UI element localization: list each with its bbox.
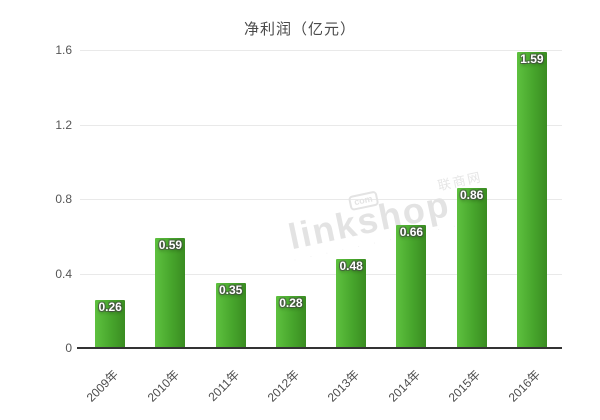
- gridline-y-0.4: [80, 273, 562, 275]
- plot-area: 0 0.4 0.8 1.2 1.6 com 联商网 linkshop · · · · ·…: [55, 43, 562, 405]
- bar-value-label-2009年: 0.26: [98, 299, 122, 314]
- y-axis-label-1.6: 1.6: [55, 43, 72, 57]
- bar-slot-2014年: 0.66 2014年: [381, 50, 441, 405]
- bar-2014年: 0.66: [396, 225, 427, 348]
- bar-value-label-2014年: 0.66: [399, 225, 424, 240]
- bar-2015年: 0.86: [456, 187, 487, 348]
- bar-slot-2010年: 0.59 2010年: [140, 50, 200, 405]
- bar-slot-2013年: 0.48 2013年: [321, 50, 381, 405]
- x-axis-label-2011年: 2011年: [205, 367, 242, 404]
- bar-value-label-2015年: 0.86: [459, 187, 484, 202]
- x-axis-label-2012年: 2012年: [264, 367, 303, 405]
- x-axis-label-2014年: 2014年: [385, 367, 423, 405]
- bar-value-label-2011年: 0.35: [218, 282, 243, 297]
- bar-slot-2012年: 0.28 2012年: [261, 50, 321, 405]
- x-axis-line: [77, 347, 562, 349]
- gridline-y-0.8: [80, 199, 562, 200]
- y-axis-label-0.8: 0.8: [55, 192, 72, 206]
- x-axis-label-2015年: 2015年: [445, 367, 483, 405]
- bar-2010年: 0.59: [155, 238, 186, 348]
- bar-value-label-2012年: 0.28: [279, 295, 303, 310]
- x-axis-label-2010年: 2010年: [144, 367, 182, 405]
- y-axis-label-0.4: 0.4: [55, 266, 72, 281]
- bar-2009年: 0.26: [95, 299, 126, 348]
- gridline-y-1.6: [80, 50, 562, 51]
- bar-slot-2016年: 1.59 2016年: [502, 50, 562, 405]
- y-axis-label-0: 0: [65, 341, 72, 355]
- x-axis-label-2016年: 2016年: [505, 367, 544, 405]
- bar-value-label-2013年: 0.48: [339, 258, 363, 273]
- x-axis-label-2009年: 2009年: [84, 367, 122, 405]
- chart-title: 净利润（亿元）: [243, 21, 356, 38]
- bar-slot-2009年: 0.26 2009年: [80, 50, 140, 405]
- bar-value-label-2010年: 0.59: [158, 238, 183, 253]
- bar-value-label-2016年: 1.59: [520, 51, 544, 66]
- gridline-y-1.2: [80, 124, 562, 126]
- bar-slot-2011年: 0.35 2011年: [201, 50, 261, 404]
- x-axis-label-2013年: 2013年: [325, 367, 363, 405]
- bar-slot-2015年: 0.86 2015年: [442, 50, 502, 405]
- bar-2013年: 0.48: [336, 258, 367, 348]
- bar-2016年: 1.59: [516, 51, 547, 348]
- bar-2011年: 0.35: [215, 282, 246, 348]
- y-axis-label-1.2: 1.2: [55, 117, 72, 132]
- bar-2012年: 0.28: [275, 295, 306, 348]
